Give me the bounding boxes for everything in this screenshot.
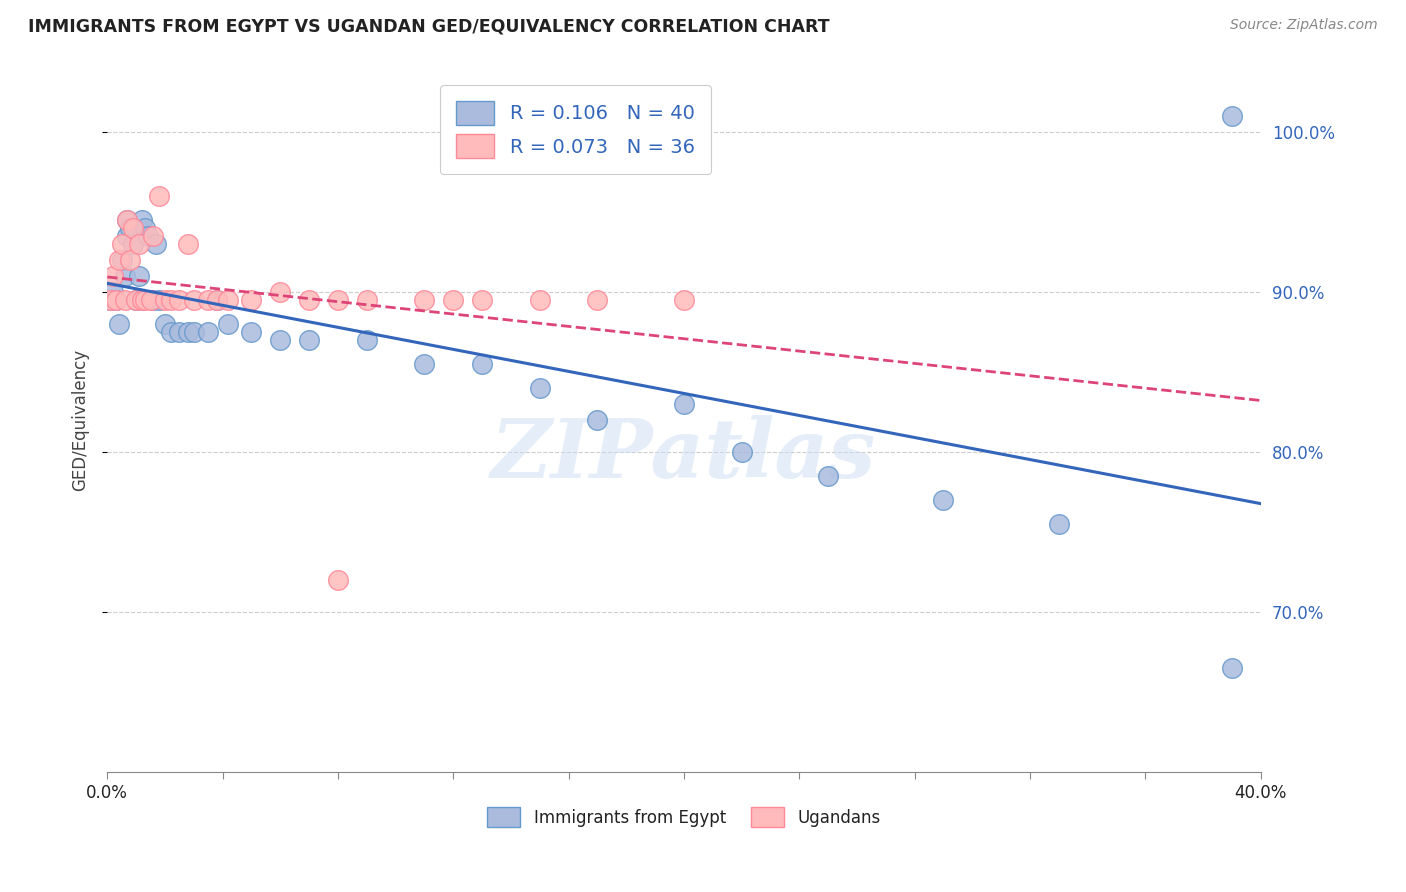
Point — [134, 293, 156, 308]
Point — [269, 285, 291, 300]
Point — [114, 269, 136, 284]
Point — [125, 293, 148, 308]
Point — [183, 293, 205, 308]
Point — [471, 293, 494, 308]
Point — [136, 229, 159, 244]
Point — [128, 237, 150, 252]
Point — [298, 293, 321, 308]
Point — [104, 293, 127, 308]
Point — [413, 293, 436, 308]
Point — [128, 269, 150, 284]
Point — [131, 293, 153, 308]
Point — [108, 253, 131, 268]
Point — [159, 326, 181, 340]
Point — [356, 293, 378, 308]
Point — [122, 221, 145, 235]
Point — [148, 189, 170, 203]
Point — [217, 293, 239, 308]
Point — [205, 293, 228, 308]
Point — [122, 237, 145, 252]
Point — [142, 229, 165, 244]
Y-axis label: GED/Equivalency: GED/Equivalency — [72, 350, 89, 491]
Text: Source: ZipAtlas.com: Source: ZipAtlas.com — [1230, 18, 1378, 32]
Point — [159, 293, 181, 308]
Point — [101, 269, 124, 284]
Point — [142, 293, 165, 308]
Point — [169, 326, 191, 340]
Point — [932, 493, 955, 508]
Point — [326, 293, 349, 308]
Point — [413, 357, 436, 371]
Point — [98, 293, 121, 308]
Point — [104, 293, 127, 308]
Text: IMMIGRANTS FROM EGYPT VS UGANDAN GED/EQUIVALENCY CORRELATION CHART: IMMIGRANTS FROM EGYPT VS UGANDAN GED/EQU… — [28, 18, 830, 36]
Point — [134, 221, 156, 235]
Point — [153, 293, 176, 308]
Point — [111, 253, 134, 268]
Point — [1220, 661, 1243, 675]
Point — [672, 397, 695, 411]
Point — [139, 293, 162, 308]
Point — [183, 326, 205, 340]
Text: ZIPatlas: ZIPatlas — [491, 416, 877, 495]
Point — [98, 293, 121, 308]
Point — [471, 357, 494, 371]
Point — [145, 237, 167, 252]
Point — [120, 221, 142, 235]
Point — [356, 334, 378, 348]
Point — [817, 469, 839, 483]
Point — [529, 293, 551, 308]
Point — [1047, 517, 1070, 532]
Point — [177, 237, 200, 252]
Point — [177, 326, 200, 340]
Point — [101, 285, 124, 300]
Point — [120, 253, 142, 268]
Point — [117, 213, 139, 227]
Point — [269, 334, 291, 348]
Point — [153, 318, 176, 332]
Point — [217, 318, 239, 332]
Point — [197, 326, 219, 340]
Point — [1220, 110, 1243, 124]
Point — [117, 213, 139, 227]
Point — [114, 293, 136, 308]
Point — [326, 573, 349, 587]
Point — [125, 293, 148, 308]
Point — [148, 293, 170, 308]
Point — [197, 293, 219, 308]
Point — [205, 293, 228, 308]
Point — [730, 445, 752, 459]
Point — [672, 293, 695, 308]
Point — [441, 293, 464, 308]
Point — [529, 381, 551, 395]
Point — [169, 293, 191, 308]
Point — [111, 237, 134, 252]
Point — [108, 318, 131, 332]
Point — [131, 213, 153, 227]
Point — [298, 334, 321, 348]
Legend: Immigrants from Egypt, Ugandans: Immigrants from Egypt, Ugandans — [481, 800, 887, 834]
Point — [117, 229, 139, 244]
Point — [586, 293, 609, 308]
Point — [240, 293, 263, 308]
Point — [240, 326, 263, 340]
Point — [586, 413, 609, 427]
